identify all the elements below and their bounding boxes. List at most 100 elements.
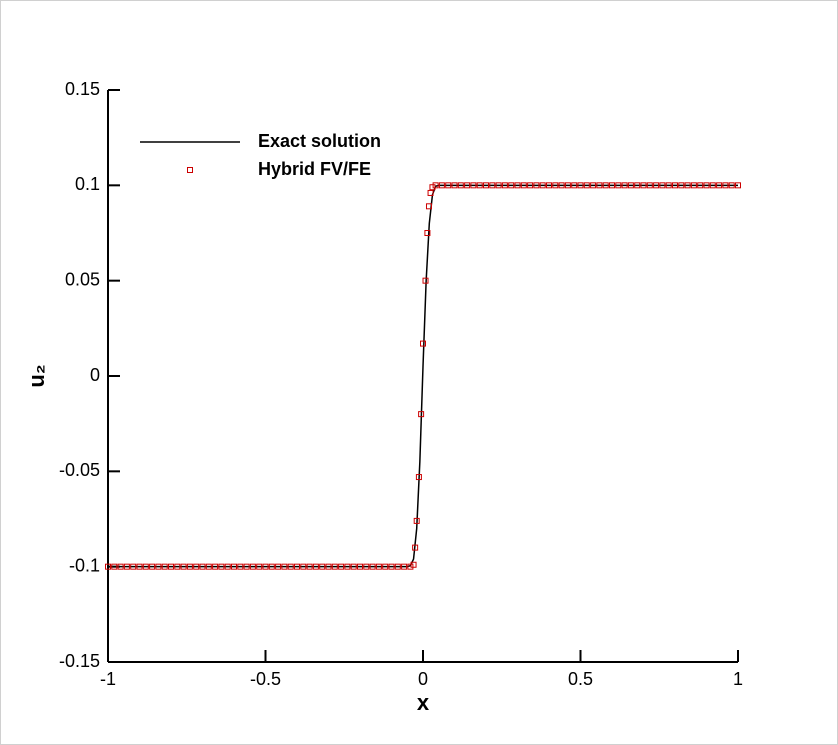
marker bbox=[552, 182, 559, 189]
marker bbox=[709, 182, 716, 189]
marker bbox=[218, 563, 225, 570]
marker bbox=[325, 563, 332, 570]
marker bbox=[520, 182, 527, 189]
marker bbox=[427, 189, 434, 196]
legend-marker bbox=[187, 167, 193, 173]
marker bbox=[231, 563, 237, 570]
marker bbox=[445, 182, 452, 189]
marker bbox=[237, 563, 244, 570]
marker bbox=[275, 563, 282, 570]
marker bbox=[415, 474, 422, 481]
marker bbox=[684, 182, 691, 189]
marker bbox=[501, 182, 508, 189]
marker bbox=[596, 182, 603, 189]
marker bbox=[539, 182, 546, 189]
marker bbox=[571, 182, 578, 189]
marker bbox=[508, 182, 515, 189]
marker bbox=[470, 182, 477, 189]
marker bbox=[205, 563, 212, 570]
marker bbox=[621, 182, 628, 189]
marker bbox=[425, 203, 432, 210]
y-tick-label: -0.15 bbox=[59, 651, 100, 671]
marker bbox=[438, 182, 445, 189]
marker bbox=[527, 182, 534, 189]
marker bbox=[583, 182, 590, 189]
y-tick-label: 0.15 bbox=[65, 79, 100, 99]
y-tick-label: -0.05 bbox=[59, 460, 100, 480]
marker bbox=[703, 182, 710, 189]
marker bbox=[111, 563, 118, 570]
marker bbox=[344, 563, 351, 570]
marker bbox=[602, 182, 609, 189]
marker bbox=[412, 544, 419, 551]
marker bbox=[653, 182, 660, 189]
y-axis-label: u₂ bbox=[24, 364, 49, 387]
marker bbox=[678, 182, 685, 189]
x-tick-label: -0.5 bbox=[250, 669, 281, 689]
marker bbox=[174, 563, 181, 570]
marker bbox=[168, 563, 174, 570]
marker bbox=[564, 182, 571, 189]
marker bbox=[451, 182, 458, 189]
y-tick-label: 0.05 bbox=[65, 269, 100, 289]
marker bbox=[546, 182, 552, 189]
marker bbox=[357, 563, 363, 570]
marker bbox=[363, 563, 370, 570]
marker bbox=[489, 182, 496, 189]
marker bbox=[577, 182, 584, 189]
marker bbox=[590, 182, 597, 189]
marker bbox=[262, 563, 269, 570]
marker bbox=[609, 182, 615, 189]
marker bbox=[420, 340, 426, 347]
marker bbox=[424, 230, 431, 236]
marker bbox=[224, 563, 231, 570]
marker bbox=[306, 563, 313, 570]
exact-line bbox=[108, 184, 738, 568]
marker bbox=[634, 182, 641, 189]
marker bbox=[350, 563, 357, 570]
marker bbox=[615, 182, 622, 189]
marker bbox=[212, 563, 219, 570]
marker bbox=[410, 561, 417, 568]
x-tick-label: 0.5 bbox=[568, 669, 593, 689]
marker bbox=[418, 411, 425, 418]
marker bbox=[149, 563, 156, 570]
marker bbox=[331, 563, 338, 570]
marker bbox=[369, 563, 376, 570]
y-tick-label: 0 bbox=[90, 365, 100, 385]
marker bbox=[697, 182, 704, 189]
legend-label: Hybrid FV/FE bbox=[258, 159, 371, 179]
marker bbox=[464, 182, 471, 189]
marker bbox=[319, 563, 326, 570]
x-tick-label: -1 bbox=[100, 669, 116, 689]
marker bbox=[429, 184, 436, 191]
marker bbox=[382, 563, 389, 570]
legend-label: Exact solution bbox=[258, 131, 381, 151]
marker bbox=[495, 182, 502, 189]
marker bbox=[123, 563, 130, 570]
marker bbox=[375, 563, 382, 570]
marker bbox=[690, 182, 697, 189]
marker bbox=[193, 563, 200, 570]
marker bbox=[287, 563, 294, 570]
marker bbox=[136, 563, 143, 570]
marker bbox=[432, 182, 439, 189]
marker bbox=[338, 563, 345, 570]
marker bbox=[728, 182, 735, 189]
marker bbox=[256, 563, 263, 570]
marker bbox=[457, 182, 464, 189]
marker bbox=[627, 182, 634, 189]
marker bbox=[199, 563, 206, 570]
y-tick-label: 0.1 bbox=[75, 174, 100, 194]
marker bbox=[249, 563, 256, 570]
x-axis-label: x bbox=[417, 690, 430, 715]
marker bbox=[533, 182, 540, 189]
marker bbox=[514, 182, 521, 189]
marker bbox=[300, 563, 307, 570]
marker bbox=[294, 563, 300, 570]
marker bbox=[130, 563, 137, 570]
marker bbox=[180, 563, 187, 570]
y-tick-label: -0.1 bbox=[69, 555, 100, 575]
